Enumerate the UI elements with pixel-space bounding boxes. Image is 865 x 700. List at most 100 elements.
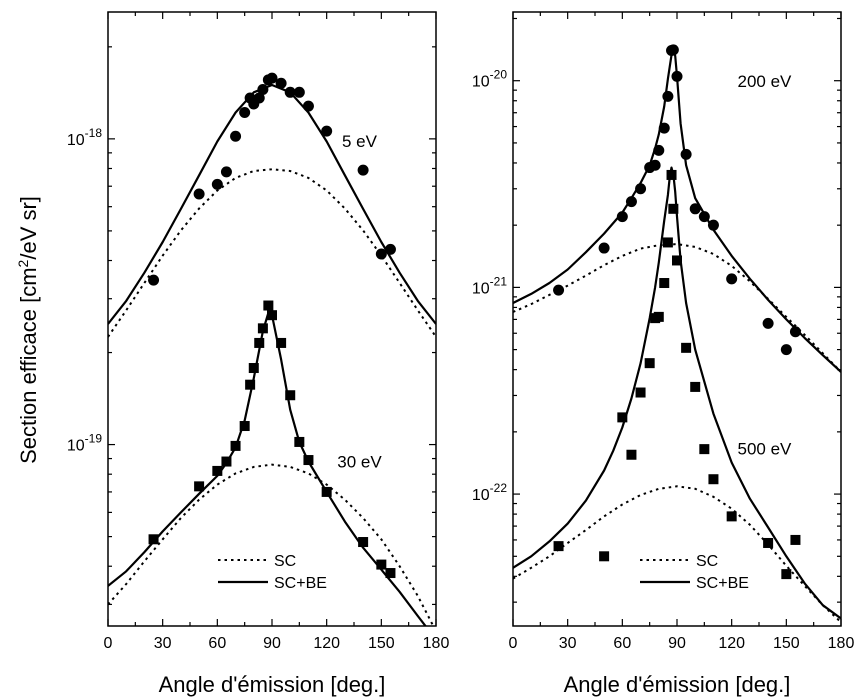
x-tick-label: 90 <box>668 635 686 652</box>
data-point-circle-5ev <box>230 130 242 142</box>
legend-label: SC+BE <box>696 575 749 592</box>
data-point-circle-200ev <box>762 317 774 329</box>
data-point-circle-5ev <box>275 77 287 89</box>
y-axis-ticks: 10-20 10-21 10-22 <box>472 17 841 603</box>
data-point-square-500ev <box>668 203 679 214</box>
y-tick-label: 10-20 <box>472 68 507 91</box>
data-point-square-30ev <box>239 421 250 432</box>
x-tick-label: 120 <box>718 635 745 652</box>
data-point-circle-200ev <box>698 211 710 223</box>
sc-line-30ev <box>108 463 435 626</box>
data-point-circle-200ev <box>649 159 661 171</box>
sc-be-line-5ev <box>108 83 436 325</box>
x-tick-label: 0 <box>104 635 113 652</box>
legend-label: SC <box>696 553 718 570</box>
data-point-square-500ev <box>617 412 628 423</box>
data-point-square-30ev <box>385 568 396 579</box>
data-point-circle-200ev <box>671 70 683 82</box>
data-point-square-30ev <box>276 337 287 348</box>
y-axis-title-end: /eV sr] <box>16 196 41 260</box>
data-point-circle-200ev <box>707 219 719 231</box>
energy-label: 30 eV <box>337 453 382 472</box>
data-point-square-30ev <box>358 537 369 548</box>
data-point-circle-200ev <box>689 203 701 215</box>
data-point-square-500ev <box>635 387 646 398</box>
data-point-square-500ev <box>790 534 801 545</box>
data-point-square-500ev <box>699 444 710 455</box>
data-point-square-500ev <box>599 551 610 562</box>
sc-line-200ev <box>513 243 841 373</box>
legend-label: SC <box>274 553 296 570</box>
data-point-square-30ev <box>230 440 241 451</box>
data-point-circle-5ev <box>220 166 232 178</box>
data-point-square-30ev <box>285 390 296 401</box>
data-point-square-500ev <box>553 541 564 552</box>
data-point-circle-5ev <box>211 178 223 190</box>
data-point-circle-5ev <box>239 106 251 118</box>
data-point-circle-200ev <box>625 196 637 208</box>
left-x-axis-title: Angle d'émission [deg.] <box>159 672 386 697</box>
data-point-square-30ev <box>257 323 268 334</box>
data-point-circle-200ev <box>616 211 628 223</box>
data-point-circle-200ev <box>658 122 670 134</box>
data-point-circle-5ev <box>266 72 278 84</box>
energy-label: 200 eV <box>738 72 793 91</box>
data-point-circle-200ev <box>553 284 565 296</box>
data-point-circle-5ev <box>148 274 160 286</box>
data-point-circle-200ev <box>598 242 610 254</box>
data-point-square-30ev <box>221 456 232 467</box>
x-tick-label: 60 <box>208 635 226 652</box>
y-tick-label: 10-18 <box>67 126 102 149</box>
data-point-circle-200ev <box>635 183 647 195</box>
data-point-square-500ev <box>763 537 774 548</box>
data-point-square-30ev <box>212 465 223 476</box>
x-tick-label: 30 <box>154 635 172 652</box>
data-point-circle-5ev <box>253 92 265 104</box>
data-point-circle-200ev <box>662 90 674 102</box>
legend: SC SC+BE <box>218 553 327 592</box>
sc-line-500ev <box>513 485 841 623</box>
data-point-square-30ev <box>294 436 305 447</box>
series-group <box>513 44 841 623</box>
data-point-circle-5ev <box>321 125 333 137</box>
data-point-circle-200ev <box>680 148 692 160</box>
y-tick-label: 10-19 <box>67 432 102 455</box>
x-tick-label: 90 <box>263 635 281 652</box>
y-axis-title-main: Section efficace [cm <box>16 267 41 463</box>
x-tick-label: 30 <box>559 635 577 652</box>
energy-label: 500 eV <box>738 440 793 459</box>
x-tick-label: 120 <box>313 635 340 652</box>
data-point-square-30ev <box>376 559 387 570</box>
data-point-circle-5ev <box>302 100 314 112</box>
data-point-circle-5ev <box>284 86 296 98</box>
data-point-circle-200ev <box>726 273 738 285</box>
energy-label: 5 eV <box>342 132 378 151</box>
data-point-circle-5ev <box>375 248 387 260</box>
x-tick-label: 0 <box>509 635 518 652</box>
x-axis-ticks: 0 30 60 90 120 150 180 <box>509 12 854 652</box>
data-point-circle-5ev <box>357 164 369 176</box>
legend: SC SC+BE <box>640 553 749 592</box>
data-point-square-500ev <box>781 569 792 580</box>
y-axis-title: Section efficace [cm2/eV sr] <box>15 196 41 464</box>
sc-line-5ev <box>108 168 436 338</box>
y-axis-ticks: 10-18 10-19 <box>67 46 436 606</box>
y-tick-label: 10-21 <box>472 274 507 297</box>
data-point-square-30ev <box>194 481 205 492</box>
data-point-square-500ev <box>681 342 692 353</box>
data-point-circle-5ev <box>293 86 305 98</box>
legend-label: SC+BE <box>274 575 327 592</box>
data-point-circle-200ev <box>789 326 801 338</box>
data-point-square-500ev <box>644 358 655 369</box>
data-point-circle-200ev <box>780 344 792 356</box>
data-point-circle-200ev <box>667 44 679 56</box>
right-x-axis-title: Angle d'émission [deg.] <box>564 672 791 697</box>
data-point-square-500ev <box>690 381 701 392</box>
sc-be-line-30ev <box>108 311 427 626</box>
data-point-circle-5ev <box>384 243 396 255</box>
data-point-circle-5ev <box>257 84 269 96</box>
data-point-square-500ev <box>653 311 664 322</box>
data-point-square-500ev <box>726 511 737 522</box>
data-point-square-30ev <box>303 455 314 466</box>
